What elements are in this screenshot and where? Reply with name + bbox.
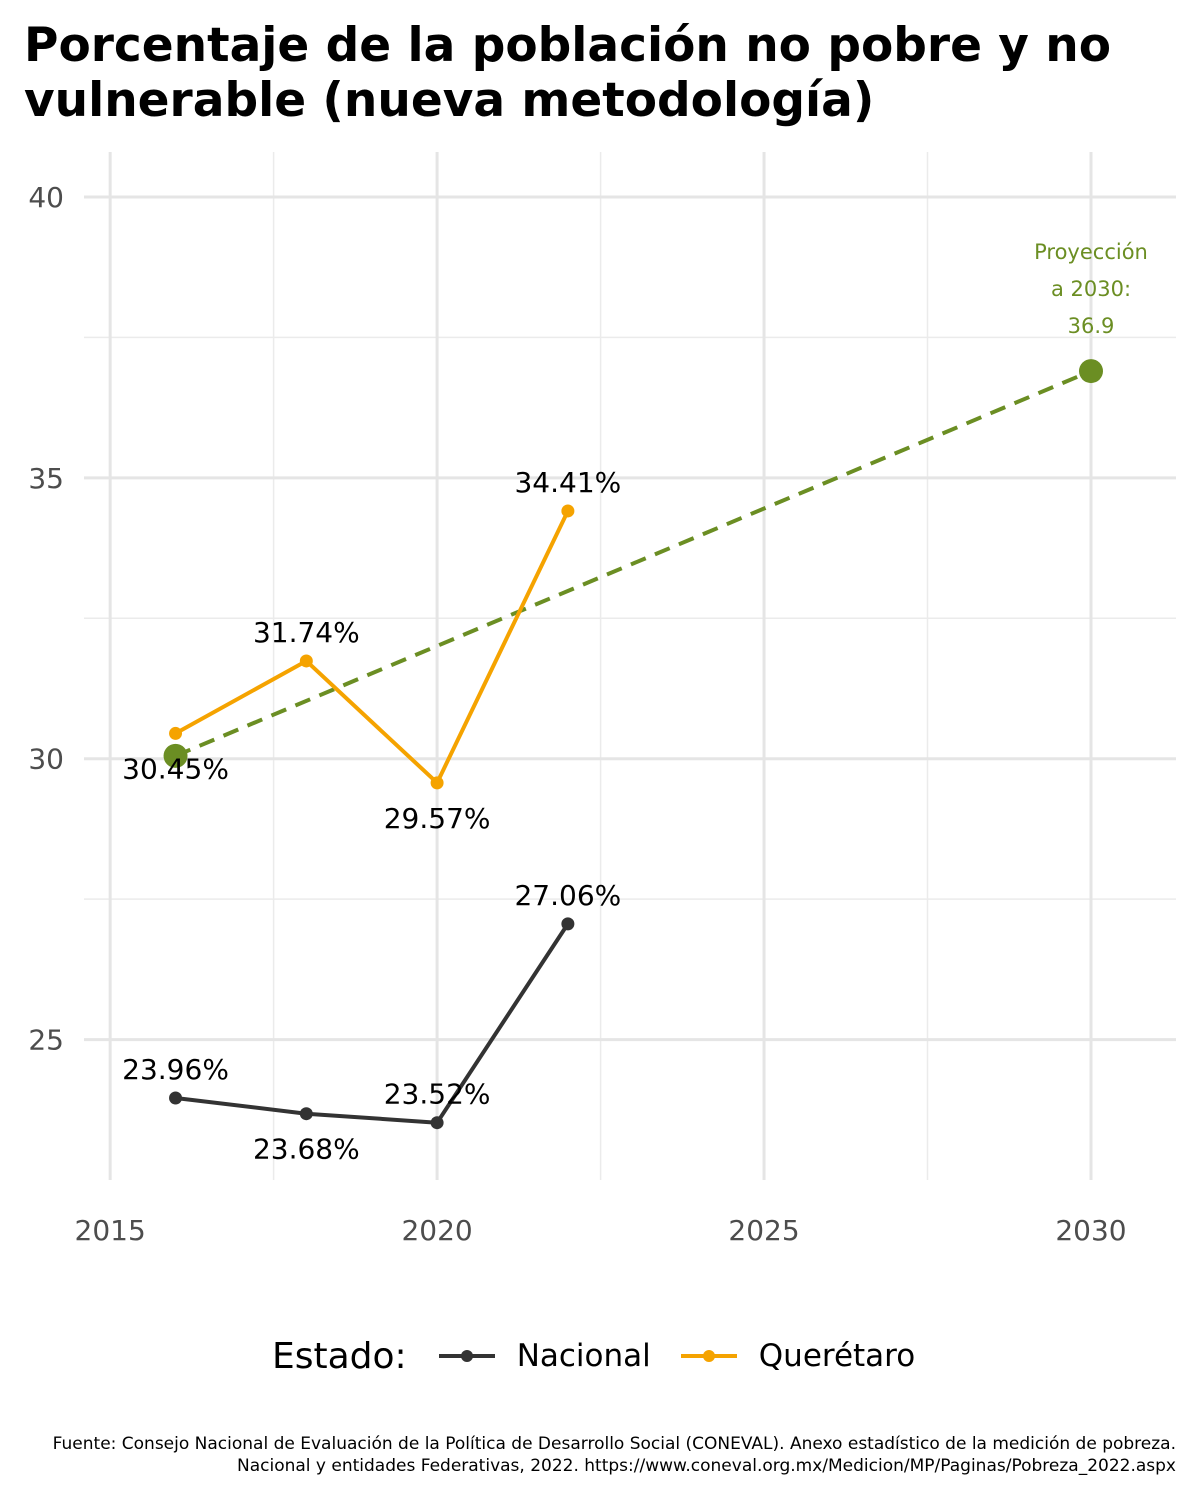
chart-title: Porcentaje de la población no pobre y no… (24, 18, 1112, 128)
legend-label-nacional: Nacional (516, 1338, 651, 1374)
data-point-queretaro-2018 (299, 654, 313, 668)
series-line-queretaro (174, 510, 570, 785)
data-point-queretaro-2022 (561, 504, 575, 518)
series-line-nacional (175, 922, 570, 1125)
data-point-nacional-2016 (169, 1091, 183, 1105)
data-point-queretaro-2020 (430, 776, 444, 790)
data-point-nacional-2020 (430, 1116, 444, 1130)
y-tick-label-25: 25 (28, 1024, 64, 1057)
projection-points-layer (163, 359, 1103, 768)
projection-label-line-2: a 2030: (1051, 277, 1131, 301)
series-points-layer (169, 504, 575, 1130)
data-label-nacional-2016: 23.96% (122, 1053, 229, 1086)
legend-key-queretaro (680, 1350, 737, 1362)
source-caption: Fuente: Consejo Nacional de Evaluación d… (52, 1434, 1176, 1476)
data-label-queretaro-2018: 31.74% (253, 616, 360, 649)
series-lines-layer (174, 510, 570, 1125)
legend-key-dot (702, 1350, 715, 1362)
y-tick-label-30: 30 (28, 743, 64, 776)
data-point-nacional-2022 (561, 917, 575, 931)
legend-item-queretaro: Querétaro (679, 1338, 915, 1374)
projection-point-2030 (1078, 359, 1103, 384)
x-tick-label-2020: 2020 (401, 1214, 472, 1247)
y-tick-label-40: 40 (28, 181, 64, 214)
data-label-nacional-2018: 23.68% (253, 1133, 360, 1166)
data-label-nacional-2022: 27.06% (514, 879, 621, 912)
legend-label-queretaro: Querétaro (758, 1338, 916, 1374)
projection-line-layer (174, 369, 1092, 758)
data-point-queretaro-2016 (169, 726, 183, 740)
data-label-queretaro-2022: 34.41% (514, 466, 621, 499)
projection-label-line-3: 36.9 (1068, 314, 1115, 338)
data-label-queretaro-2020: 29.57% (384, 802, 491, 835)
data-labels-layer: 23.96% 23.68% 23.52% 27.06% 30.45% 31.74% 29.5… (122, 466, 621, 1166)
x-tick-label-2025: 2025 (728, 1214, 799, 1247)
projection-label: Proyección a 2030: 36.9 (1034, 240, 1148, 338)
y-axis-ticks: 25 30 35 40 (28, 181, 64, 1057)
data-label-nacional-2020: 23.52% (384, 1078, 491, 1111)
projection-trend-line (174, 369, 1092, 758)
grid-major (84, 152, 1176, 1180)
data-label-queretaro-2016: 30.45% (122, 752, 229, 785)
grid-minor (84, 152, 1176, 1180)
legend: Estado: Nacional Querétaro (272, 1332, 943, 1380)
x-axis-ticks: 2015 2020 2025 2030 (75, 1214, 1127, 1247)
y-tick-label-35: 35 (28, 462, 64, 495)
legend-key-nacional (438, 1350, 495, 1362)
projection-point-2016 (163, 743, 188, 768)
data-point-nacional-2018 (299, 1107, 313, 1121)
x-tick-label-2015: 2015 (75, 1214, 146, 1247)
x-tick-label-2030: 2030 (1055, 1214, 1126, 1247)
legend-title: Estado: (272, 1335, 407, 1377)
projection-label-line-1: Proyección (1034, 240, 1148, 264)
legend-item-nacional: Nacional (437, 1338, 651, 1374)
legend-key-dot (460, 1350, 473, 1362)
